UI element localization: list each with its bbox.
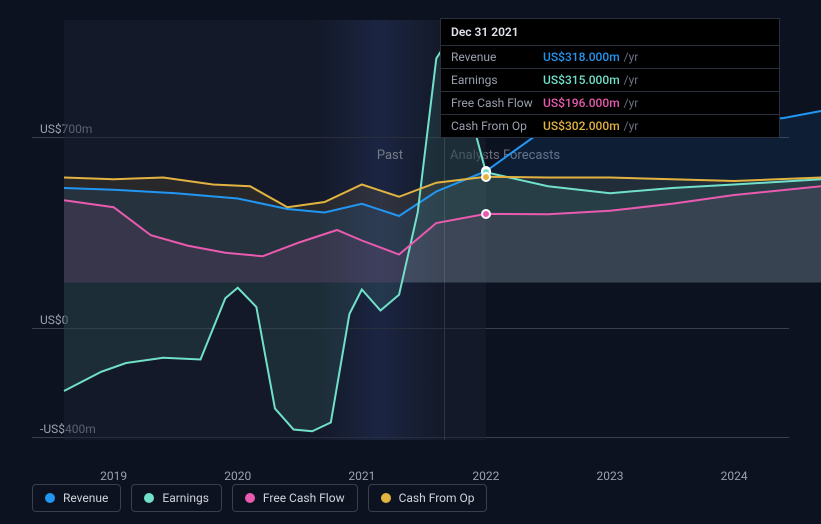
tooltip-row-label: Free Cash Flow	[451, 96, 543, 110]
tooltip-row-label: Cash From Op	[451, 119, 543, 133]
legend: Revenue Earnings Free Cash Flow Cash From O…	[32, 484, 487, 512]
legend-item-free-cash-flow[interactable]: Free Cash Flow	[232, 484, 358, 512]
legend-dot	[245, 493, 255, 503]
tooltip-row-value: US$315.000m	[543, 73, 620, 87]
fcf-marker	[481, 209, 491, 219]
tooltip-row-unit: /yr	[624, 73, 639, 87]
legend-item-revenue[interactable]: Revenue	[32, 484, 121, 512]
legend-dot	[144, 493, 154, 503]
tooltip-row-value: US$318.000m	[543, 50, 620, 64]
legend-label: Cash From Op	[399, 491, 475, 505]
tooltip-row-unit: /yr	[624, 96, 639, 110]
legend-dot	[45, 493, 55, 503]
x-tick-2020: 2020	[224, 469, 251, 483]
tooltip-row-value: US$302.000m	[543, 119, 620, 133]
legend-item-earnings[interactable]: Earnings	[131, 484, 222, 512]
legend-dot	[381, 493, 391, 503]
tooltip-row-unit: /yr	[624, 119, 639, 133]
cfo-marker	[481, 172, 491, 182]
x-tick-2023: 2023	[597, 469, 624, 483]
tooltip-date: Dec 31 2021	[441, 19, 779, 46]
x-tick-2024: 2024	[721, 469, 748, 483]
x-tick-2021: 2021	[348, 469, 375, 483]
legend-label: Revenue	[63, 491, 108, 505]
legend-item-cash-from-op[interactable]: Cash From Op	[368, 484, 488, 512]
tooltip-row-label: Revenue	[451, 50, 543, 64]
x-tick-2022: 2022	[472, 469, 499, 483]
tooltip-row-label: Earnings	[451, 73, 543, 87]
tooltip-row-2: Free Cash FlowUS$196.000m/yr	[441, 92, 779, 115]
legend-label: Earnings	[162, 491, 209, 505]
tooltip-row-unit: /yr	[624, 50, 639, 64]
tooltip-row-1: EarningsUS$315.000m/yr	[441, 69, 779, 92]
tooltip-row-0: RevenueUS$318.000m/yr	[441, 46, 779, 69]
legend-label: Free Cash Flow	[263, 491, 345, 505]
financial-chart: US$700m US$0 -US$400m Past Analysts Fore…	[16, 0, 805, 524]
x-tick-2019: 2019	[100, 469, 127, 483]
tooltip-row-value: US$196.000m	[543, 96, 620, 110]
tooltip-row-3: Cash From OpUS$302.000m/yr	[441, 115, 779, 137]
hover-tooltip: Dec 31 2021 RevenueUS$318.000m/yrEarning…	[440, 18, 780, 138]
